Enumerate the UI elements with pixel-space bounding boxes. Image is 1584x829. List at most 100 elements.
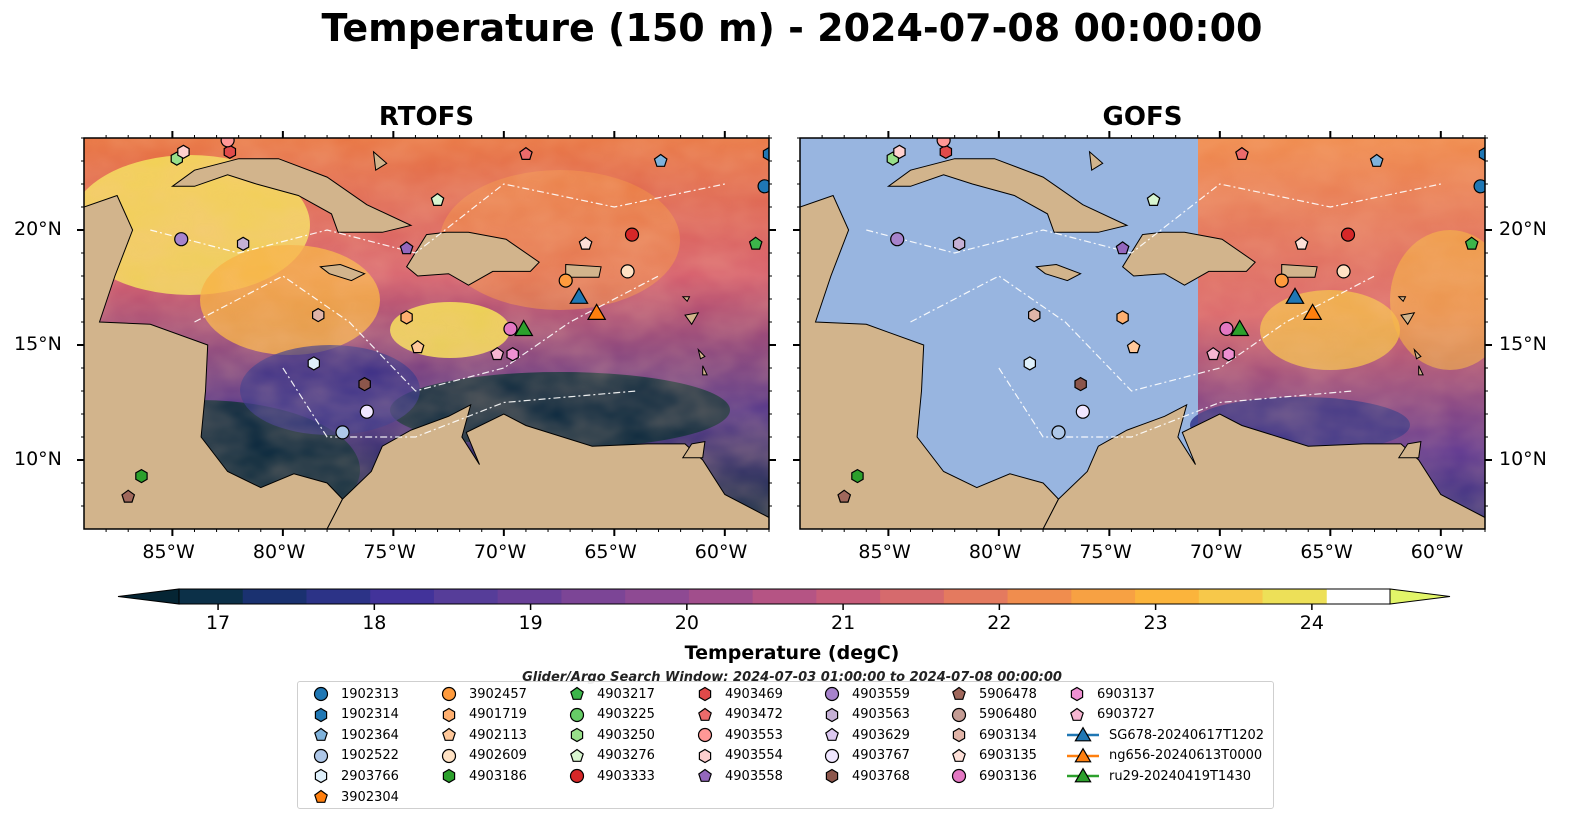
lon-tick-label: 60°W <box>694 541 748 563</box>
lon-tick-label: 70°W <box>473 541 527 563</box>
legend-label: 4902113 <box>469 727 527 743</box>
legend-label: 4903558 <box>725 768 783 784</box>
legend-hexagon-icon <box>698 686 712 702</box>
legend-circle-icon <box>441 748 457 763</box>
legend-hexagon-icon <box>314 769 328 784</box>
platform-6903137-rt <box>506 347 519 362</box>
legend-circle-icon <box>441 686 457 702</box>
legend-marker-icon <box>442 727 456 742</box>
platform-1902314-rt <box>762 146 769 162</box>
legend-marker-icon <box>570 686 584 700</box>
platform-4902113-go <box>1126 340 1141 354</box>
legend-item: 2903766 <box>310 766 399 786</box>
legend-marker-icon <box>824 748 840 763</box>
legend-item: 1902522 <box>310 746 399 766</box>
platform-4903217-rt <box>748 236 763 250</box>
legend-pentagon-icon <box>314 789 328 803</box>
legend-marker-icon <box>569 769 585 784</box>
legend-marker-icon <box>441 748 457 763</box>
legend-label: 2903766 <box>341 768 399 784</box>
platform-6903136-rt <box>503 321 518 336</box>
platform-6903135-go <box>1294 236 1309 250</box>
platform-4903559-go <box>890 232 905 247</box>
legend-item: 4902609 <box>438 746 527 766</box>
platform-4903563-go <box>952 236 966 251</box>
platform-6903135-rt <box>578 236 593 250</box>
lat-tick-label: 10°N <box>1499 448 1547 470</box>
platform-4903333-go <box>1340 227 1356 242</box>
legend-label: 5906480 <box>979 707 1037 723</box>
legend-item: 4902113 <box>438 725 527 745</box>
lon-tick-label: 75°W <box>363 541 416 563</box>
legend-hexagon-icon <box>825 707 839 722</box>
platform-1902522-go <box>1051 425 1066 440</box>
legend-marker-icon <box>313 686 329 702</box>
legend-label: 4903250 <box>597 727 655 743</box>
legend-circle-icon <box>313 748 329 763</box>
legend-marker-icon <box>1067 767 1099 783</box>
legend-pentagon-icon <box>570 748 584 762</box>
legend-marker-icon <box>570 748 584 762</box>
platform-4902113-rt <box>410 340 425 354</box>
platform-4903553-rt <box>220 138 235 148</box>
colorbar-tick-label: 19 <box>518 612 543 634</box>
platform-ng656-20240613T0000-go <box>1302 303 1323 320</box>
platform-4903186-rt <box>135 468 148 484</box>
legend-marker-icon <box>825 707 839 722</box>
legend-label: 4903469 <box>725 686 783 702</box>
legend-pentagon-icon <box>698 769 712 783</box>
platform-4903558-go <box>1115 241 1130 255</box>
platform-4902609-go <box>1336 264 1351 279</box>
legend-marker-icon <box>1067 726 1099 742</box>
platform-4903276-go <box>1146 192 1161 206</box>
legend-item: ru29-20240419T1430 <box>1066 766 1251 786</box>
legend-item: 4903767 <box>821 746 910 766</box>
legend-item: 4903472 <box>694 705 783 725</box>
legend-marker-icon <box>824 686 840 702</box>
legend-item: 4903217 <box>566 684 655 704</box>
legend-label: 4902609 <box>469 748 527 764</box>
legend-label: 6903136 <box>979 768 1037 784</box>
platform-ru29-20240419T1430-rt <box>514 319 534 337</box>
legend-circle-icon <box>569 769 585 784</box>
colorbar-tick-label: 20 <box>674 612 699 634</box>
platform-4903217-go <box>1464 236 1479 250</box>
legend-marker-icon <box>1070 707 1084 721</box>
legend-marker-icon <box>697 728 713 743</box>
legend-pentagon-icon <box>952 748 966 762</box>
legend-circle-icon <box>697 728 713 743</box>
legend-item: 6903135 <box>948 746 1037 766</box>
legend-label: 4903629 <box>852 727 910 743</box>
legend-circle-icon <box>824 748 840 763</box>
platform-6903136-go <box>1219 321 1234 336</box>
legend-label: ng656-20240613T0000 <box>1109 748 1263 764</box>
legend-label: 6903727 <box>1097 707 1155 723</box>
legend-item: 1902314 <box>310 705 399 725</box>
legend-item: 4903186 <box>438 766 527 786</box>
legend-label: 5906478 <box>979 686 1037 702</box>
legend-hexagon-icon <box>442 707 456 722</box>
lon-tick-label: 70°W <box>1189 541 1243 563</box>
legend-label: 4903225 <box>597 707 655 723</box>
legend-hexagon-icon <box>698 748 712 763</box>
lon-tick-label: 80°W <box>968 541 1022 563</box>
legend-item: 3902304 <box>310 787 399 807</box>
legend-item: ng656-20240613T0000 <box>1066 746 1262 766</box>
legend-pentagon-icon <box>314 727 328 742</box>
legend-marker-icon <box>951 769 967 784</box>
legend-pentagon-icon <box>1070 707 1084 721</box>
legend-item: 4903225 <box>566 705 655 725</box>
lat-tick-label: 20°N <box>14 218 62 240</box>
platform-4903768-rt <box>358 376 371 392</box>
legend-item: 6903134 <box>948 725 1037 745</box>
legend-label: 4901719 <box>469 707 527 723</box>
platform-3902457-go <box>1274 273 1289 288</box>
legend-label: 4903186 <box>469 768 527 784</box>
figure-title: Temperature (150 m) - 2024-07-08 00:00:0… <box>321 6 1263 50</box>
legend-item: 6903136 <box>948 766 1037 786</box>
legend-marker-icon <box>441 686 457 702</box>
lon-tick-label: 85°W <box>142 541 195 563</box>
lon-tick-label: 75°W <box>1079 541 1132 563</box>
legend-label: 6903135 <box>979 748 1037 764</box>
legend-marker-icon <box>698 748 712 763</box>
